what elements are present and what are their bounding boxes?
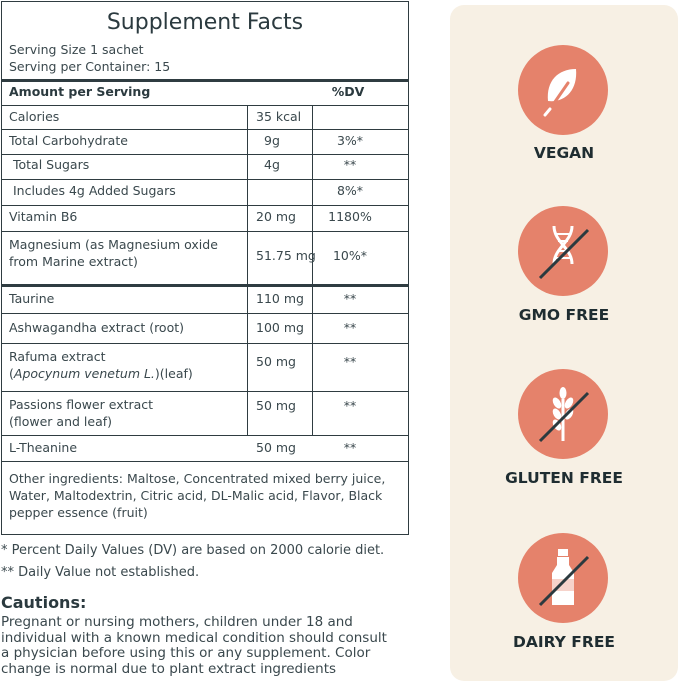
divider [2, 129, 408, 130]
vegan-badge [518, 45, 608, 135]
row-amount: 50 mg [256, 440, 296, 455]
cautions-line: a physician before using this or any sup… [1, 645, 371, 661]
leaf-icon [543, 69, 577, 117]
wheat-crossed-icon [538, 387, 590, 443]
divider [2, 231, 408, 232]
row-name: L-Theanine [9, 440, 78, 455]
row-name: Includes 4g Added Sugars [9, 183, 176, 198]
row-dv: 1180% [328, 209, 372, 224]
divider [2, 391, 408, 392]
row-name: Total Carbohydrate [9, 133, 128, 148]
row-name: Passions flower extract [9, 397, 154, 412]
row-dv: ** [343, 440, 357, 455]
milk-bottle-crossed-icon [538, 549, 590, 607]
dairy-free-badge [518, 533, 608, 623]
divider [2, 205, 408, 206]
row-name-tail: (leaf) [159, 366, 193, 381]
row-name: Calories [9, 109, 60, 124]
row-name: Ashwagandha extract (root) [9, 320, 185, 335]
divider [2, 179, 408, 180]
row-name: Total Sugars [9, 157, 90, 172]
badge-label-dairy-free: DAIRY FREE [512, 633, 616, 651]
row-amount: 9g [264, 133, 280, 148]
other-ingredients: pepper essence (fruit) [9, 505, 148, 520]
row-amount: 4g [264, 157, 280, 172]
row-dv: 8%* [336, 183, 364, 198]
row-name: Taurine [9, 291, 55, 306]
divider [2, 313, 408, 314]
row-name: Rafuma extract [9, 349, 106, 364]
row-amount: 51.75 mg [256, 248, 316, 263]
latin-name: Apocynum venetum L. [13, 366, 155, 381]
cautions-body: Pregnant or nursing mothers, children un… [1, 614, 421, 677]
row-dv: ** [343, 291, 357, 306]
badge-label-gmo-free: GMO FREE [518, 306, 610, 324]
divider [2, 461, 408, 462]
cautions-line: individual with a known medical conditio… [1, 629, 387, 646]
gmo-free-badge [518, 206, 608, 296]
header-dv: %DV [331, 84, 365, 99]
row-dv: ** [343, 398, 357, 413]
footnote-not-established: ** Daily Value not established. [1, 565, 200, 580]
row-name: (flower and leaf) [9, 414, 113, 429]
supplement-facts-table: Supplement Facts Serving Size 1 sachet S… [1, 1, 409, 535]
footnote-dv: * Percent Daily Values (DV) are based on… [1, 543, 385, 558]
row-dv: ** [343, 157, 357, 172]
badge-label-vegan: VEGAN [533, 144, 595, 162]
column-divider [312, 105, 313, 435]
row-dv: ** [343, 320, 357, 335]
divider [2, 284, 408, 287]
cautions-line: Pregnant or nursing mothers, children un… [1, 614, 353, 630]
row-dv: 10%* [332, 248, 368, 263]
row-name: Vitamin B6 [9, 209, 78, 224]
column-divider [247, 105, 248, 435]
divider [2, 79, 408, 82]
divider [2, 105, 408, 106]
divider [2, 435, 408, 436]
row-name: Magnesium (as Magnesium oxide [9, 237, 218, 252]
cautions-line: change is normal due to plant extract in… [1, 660, 337, 677]
row-amount: 50 mg [256, 398, 296, 413]
row-dv: 3%* [336, 133, 364, 148]
other-ingredients: Water, Maltodextrin, Citric acid, DL-Mal… [9, 488, 383, 503]
badge-label-gluten-free: GLUTEN FREE [505, 469, 623, 487]
serving-per-container: Serving per Container: 15 [9, 59, 171, 74]
row-amount: 50 mg [256, 354, 296, 369]
row-amount: 110 mg [256, 291, 304, 306]
other-ingredients: Other ingredients: Maltose, Concentrated… [9, 471, 386, 486]
row-name: from Marine extract) [9, 254, 138, 269]
row-amount: 20 mg [256, 209, 296, 224]
divider [2, 343, 408, 344]
header-amount: Amount per Serving [9, 84, 151, 99]
row-dv: ** [343, 354, 357, 369]
serving-size: Serving Size 1 sachet [9, 42, 144, 57]
cautions-title: Cautions: [1, 593, 87, 612]
dna-crossed-icon [538, 225, 590, 280]
facts-title: Supplement Facts [106, 10, 304, 35]
row-amount: 35 kcal [256, 109, 302, 124]
gluten-free-badge [518, 369, 608, 459]
divider [2, 154, 408, 155]
row-amount: 100 mg [256, 320, 304, 335]
row-name-line2: (Apocynum venetum L.)(leaf) [9, 366, 193, 381]
